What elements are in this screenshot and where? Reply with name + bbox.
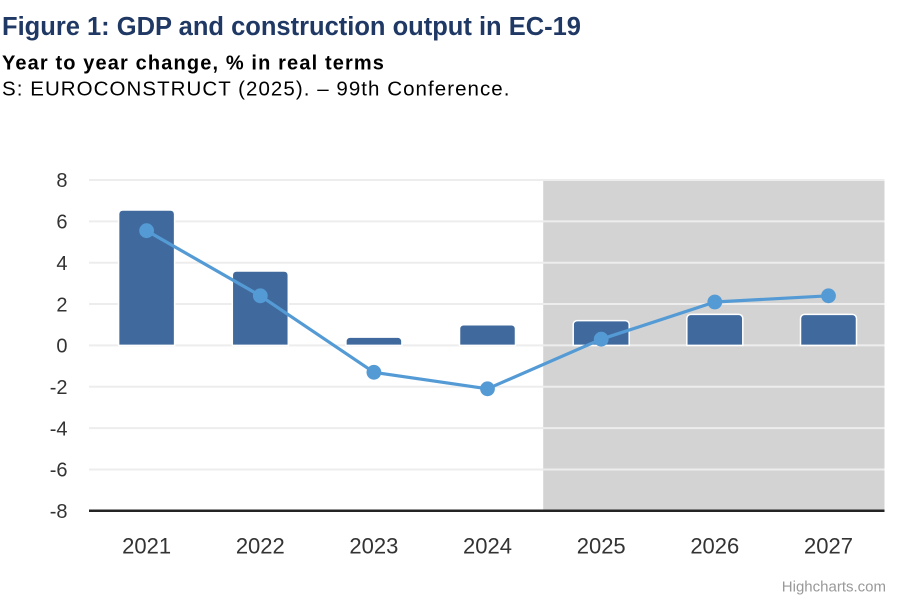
- svg-text:-2: -2: [50, 377, 68, 399]
- svg-text:Year to year change, % in real: Year to year change, % in real terms: [2, 53, 385, 75]
- svg-text:8: 8: [56, 170, 67, 192]
- svg-text:6: 6: [56, 212, 67, 234]
- svg-text:2027: 2027: [804, 533, 853, 558]
- svg-text:-8: -8: [50, 501, 68, 523]
- svg-text:2: 2: [56, 294, 67, 316]
- svg-text:2023: 2023: [349, 533, 398, 558]
- svg-text:Figure 1: GDP and construction: Figure 1: GDP and construction output in…: [2, 13, 581, 41]
- svg-text:Highcharts.com: Highcharts.com: [782, 579, 886, 596]
- svg-text:4: 4: [56, 253, 67, 275]
- svg-text:S: EUROCONSTRUCT (2025). – 99t: S: EUROCONSTRUCT (2025). – 99th Conferen…: [2, 78, 510, 101]
- svg-text:-4: -4: [50, 418, 68, 440]
- svg-text:2026: 2026: [690, 533, 739, 558]
- svg-text:2025: 2025: [577, 533, 626, 558]
- svg-text:2021: 2021: [122, 533, 171, 558]
- svg-text:-6: -6: [50, 460, 68, 482]
- svg-text:2024: 2024: [463, 533, 512, 558]
- svg-text:2022: 2022: [236, 533, 285, 558]
- svg-text:0: 0: [56, 336, 67, 358]
